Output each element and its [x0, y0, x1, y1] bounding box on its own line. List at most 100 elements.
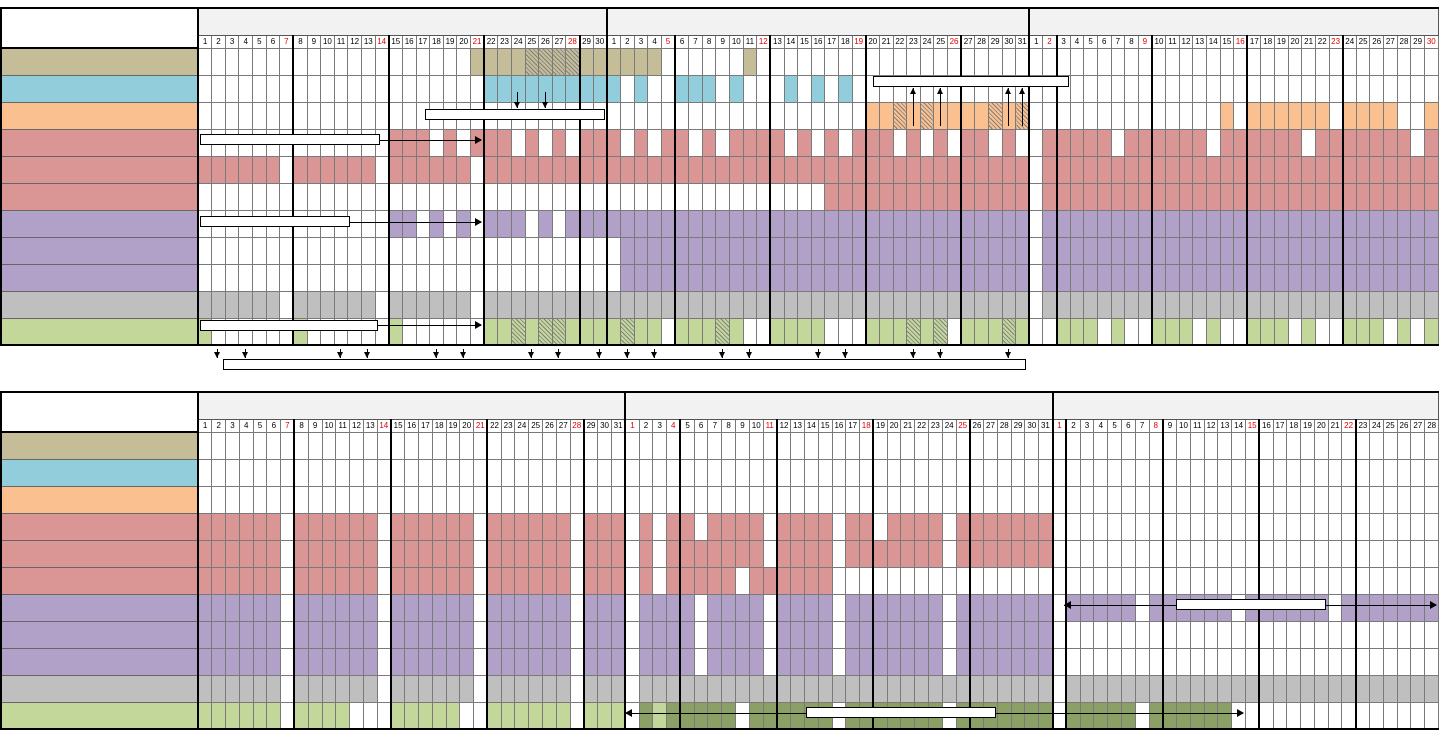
day-cell: [374, 290, 390, 319]
day-cell: [1258, 512, 1274, 541]
day-cell: [748, 431, 764, 460]
day-cell: [824, 155, 839, 184]
day-cell: [974, 236, 989, 265]
day-number: 3: [1079, 418, 1095, 433]
day-cell: [1287, 74, 1303, 103]
day-cell: [838, 128, 853, 157]
day-cell: [974, 101, 989, 130]
arrow-down-icon: [596, 352, 603, 358]
day-cell: [1369, 317, 1385, 346]
day-cell: [1134, 647, 1150, 676]
day-cell: [1110, 74, 1126, 103]
day-cell: [775, 701, 792, 730]
day-cell: [486, 701, 502, 730]
day-cell: [374, 74, 390, 103]
day-cell: [224, 155, 240, 184]
day-cell: [1038, 593, 1054, 622]
day-cell: [211, 620, 227, 649]
day-cell: [542, 620, 557, 649]
day-cell: [1233, 101, 1248, 130]
day-cell: [1203, 566, 1219, 595]
day-cell: [293, 512, 309, 541]
day-cell: [252, 290, 267, 319]
day-cell: [1134, 512, 1150, 541]
day-cell: [528, 458, 544, 487]
day-cell: [638, 485, 654, 514]
day-cell: [1260, 209, 1276, 238]
day-cell: [900, 566, 916, 595]
patent-label: [0, 620, 199, 649]
arrow-down-icon: [746, 352, 753, 358]
day-cell: [307, 647, 323, 676]
day-cell: [514, 458, 530, 487]
day-number: 12: [349, 418, 364, 433]
day-cell: [1192, 128, 1207, 157]
day-cell: [238, 701, 254, 730]
day-cell: [1148, 431, 1164, 460]
day-cell: [266, 566, 282, 595]
day-cell: [470, 236, 485, 265]
day-cell: [211, 539, 227, 568]
day-cell: [756, 74, 771, 103]
day-cell: [335, 674, 351, 703]
day-cell: [376, 566, 392, 595]
day-cell: [1110, 128, 1126, 157]
day-cell: [996, 431, 1012, 460]
day-cell: [1231, 512, 1246, 541]
day-cell: [845, 620, 861, 649]
day-cell: [1354, 458, 1371, 487]
day-cell: [947, 155, 962, 184]
day-cell: [1093, 458, 1109, 487]
day-cell: [947, 101, 962, 130]
day-cell: [1328, 236, 1344, 265]
day-cell: [666, 485, 681, 514]
day-cell: [729, 236, 744, 265]
day-cell: [1024, 512, 1040, 541]
day-cell: [542, 512, 557, 541]
day-cell: [1189, 539, 1205, 568]
arrow-up-icon: [909, 88, 916, 94]
day-cell: [1015, 317, 1030, 346]
day-cell: [1341, 458, 1357, 487]
day-cell: [851, 317, 867, 346]
day-cell: [735, 485, 750, 514]
day-cell: [401, 209, 417, 238]
note-gebirge_sep: [424, 109, 605, 120]
day-cell: [824, 263, 839, 292]
day-cell: [252, 539, 268, 568]
day-cell: [197, 674, 213, 703]
month-header: [605, 7, 1030, 36]
day-cell: [483, 209, 499, 238]
day-cell: [1423, 317, 1439, 346]
day-cell: [265, 101, 281, 130]
day-cell: [307, 593, 323, 622]
day-cell: [1369, 593, 1384, 622]
day-cell: [362, 539, 378, 568]
day-cell: [1217, 458, 1233, 487]
day-cell: [1079, 701, 1095, 730]
day-cell: [1217, 566, 1233, 595]
day-cell: [483, 74, 499, 103]
day-cell: [701, 101, 717, 130]
day-number: 21: [473, 418, 488, 433]
day-cell: [974, 290, 989, 319]
day-cell: [1001, 317, 1017, 346]
day-cell: [374, 236, 390, 265]
day-cell: [293, 458, 309, 487]
day-cell: [1313, 512, 1329, 541]
day-cell: [442, 290, 458, 319]
day-cell: [497, 236, 512, 265]
day-cell: [1110, 47, 1126, 76]
day-cell: [851, 209, 867, 238]
day-cell: [707, 485, 723, 514]
day-cell: [1314, 236, 1330, 265]
day-cell: [775, 620, 792, 649]
day-cell: [524, 290, 540, 319]
day-cell: [459, 620, 475, 649]
day-cell: [1231, 431, 1246, 460]
day-cell: [320, 155, 335, 184]
day-cell: [321, 647, 337, 676]
arrow-right-icon: [475, 321, 483, 329]
day-cell: [265, 236, 281, 265]
day-number: 9: [715, 34, 730, 49]
